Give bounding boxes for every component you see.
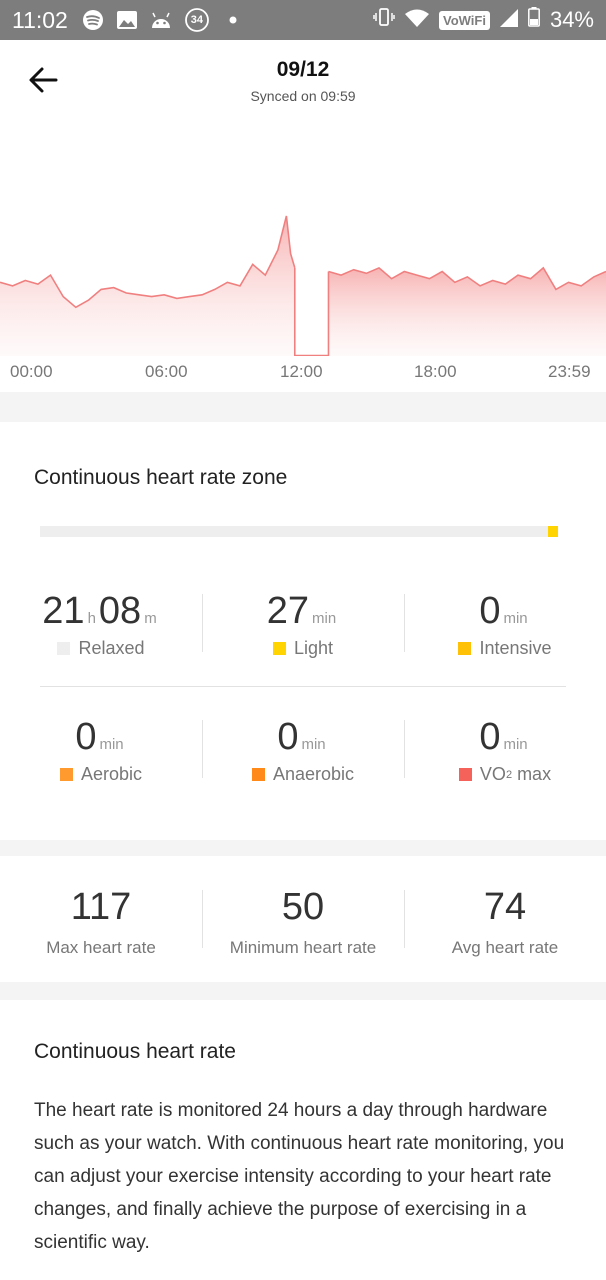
page-title: 09/12 — [276, 58, 330, 81]
zone-intensive: 0 min Intensive — [404, 588, 606, 659]
wifi-icon — [404, 7, 429, 33]
back-button[interactable] — [26, 62, 62, 98]
zone-aerobic: 0 min Aerobic — [0, 714, 202, 785]
relaxed-swatch — [57, 642, 71, 655]
zone-bar-light-segment — [548, 526, 558, 537]
about-title: Continuous heart rate — [34, 1040, 236, 1063]
sync-status: Synced on 09:59 — [250, 88, 356, 104]
battery-icon — [528, 7, 540, 33]
chart-area-segment-1 — [328, 267, 606, 356]
zone-title: Continuous heart rate zone — [34, 466, 288, 489]
x-tick-label: 00:00 — [10, 362, 53, 381]
dot-icon — [222, 9, 244, 31]
badge-icon: 34 — [184, 8, 210, 32]
status-right: VoWiFi 34% — [373, 7, 594, 33]
heart-rate-chart[interactable] — [0, 180, 606, 358]
status-time: 11:02 — [12, 6, 68, 33]
header: 09/12 Synced on 09:59 — [0, 40, 606, 118]
zone-vo2max: 0 min VO 2 max — [404, 714, 606, 785]
chart-x-axis: 00:00 06:00 12:00 18:00 23:59 — [0, 356, 606, 392]
vowifi-label: VoWiFi — [438, 10, 490, 30]
signal-icon — [499, 7, 518, 33]
x-tick-label: 06:00 — [145, 362, 188, 381]
zone-divider — [40, 686, 566, 687]
stat-avg: 74 Avg heart rate — [404, 884, 606, 958]
zone-relaxed: 21 h08 m Relaxed — [42, 590, 157, 658]
spotify-icon — [82, 9, 104, 31]
chart-line-segment-0 — [0, 215, 296, 309]
intensive-swatch — [458, 642, 472, 655]
image-icon — [116, 9, 138, 31]
chart-line-segment-1 — [328, 266, 606, 291]
heart-rate-chart-card: 09/12 Synced on 09:59 — [0, 40, 606, 358]
battery-percent: 34% — [549, 7, 594, 32]
heart-rate-zone-card: Continuous heart rate zone 21 h08 m Relaxe… — [0, 422, 606, 840]
light-swatch — [272, 642, 286, 655]
heart-rate-stats-card: 117 Max heart rate 50 Minimum heart rate… — [0, 856, 606, 982]
zone-distribution-bar — [40, 526, 558, 537]
zone-row-2: 0 min Aerobic 0 min Anaerobic 0 min VO 2 max — [0, 714, 606, 785]
arrow-left-icon — [29, 67, 58, 93]
chart-area-segment-0 — [0, 216, 295, 356]
x-tick-label: 23:59 — [548, 362, 591, 381]
stat-min: 50 Minimum heart rate — [202, 884, 404, 958]
badge-count: 34 — [190, 14, 203, 26]
zone-row-1: 21 h08 m Relaxed 27 min Light 0 min Intensiv… — [0, 588, 606, 659]
x-tick-label: 12:00 — [280, 362, 323, 381]
android-icon — [150, 9, 172, 31]
relaxed-hours: 21 — [42, 590, 85, 632]
stat-max: 117 Max heart rate — [46, 886, 156, 957]
anaerobic-swatch — [251, 768, 265, 781]
relaxed-minutes: 08 — [98, 590, 142, 632]
zone-anaerobic: 0 min Anaerobic — [202, 714, 404, 785]
about-card: Continuous heart rate The heart rate is … — [0, 1000, 606, 1280]
zone-light: 27 min Light — [202, 588, 404, 659]
vibrate-icon — [373, 7, 395, 33]
about-text: The heart rate is monitored 24 hours a d… — [34, 1100, 565, 1253]
stats-row: 117 Max heart rate 50 Minimum heart rate… — [0, 884, 606, 958]
aerobic-swatch — [59, 768, 73, 781]
vo2max-swatch — [458, 768, 472, 781]
status-bar: 11:02 34 VoWiFi 34% — [0, 0, 606, 40]
x-tick-label: 18:00 — [414, 362, 457, 381]
